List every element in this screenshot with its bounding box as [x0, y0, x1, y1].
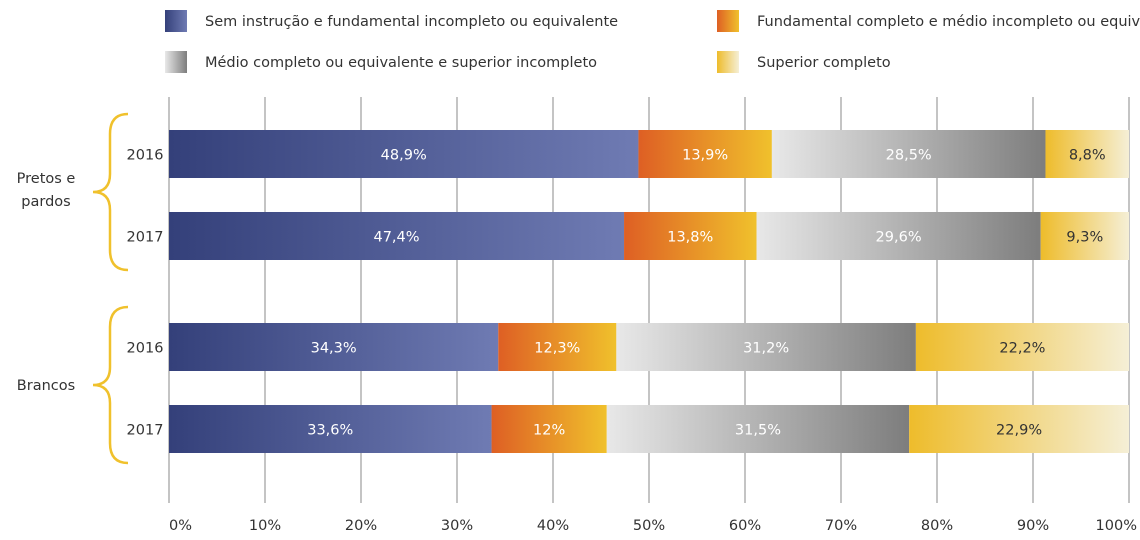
year-label: 2016 — [127, 341, 164, 357]
legend-swatch — [165, 51, 187, 73]
bar-value-label: 8,8% — [1069, 148, 1106, 164]
x-tick-label: 0% — [169, 518, 192, 534]
bar-value-label: 48,9% — [381, 148, 427, 164]
bar-segment — [756, 212, 1041, 260]
year-label: 2017 — [127, 423, 164, 439]
bar-segment — [606, 405, 910, 453]
legend-label: Fundamental completo e médio incompleto … — [757, 14, 1140, 30]
legend-label: Superior completo — [757, 55, 891, 71]
bar-segment — [638, 130, 772, 178]
x-tick-label: 90% — [1017, 518, 1049, 534]
legend-swatch — [165, 10, 187, 32]
bar-segment — [616, 323, 916, 371]
group-label: Brancos — [17, 378, 75, 394]
bars: 48,9% 13,9% 28,5% 8,8% 47,4% 13,8% 29,6% 9,3% 34… — [169, 130, 1129, 453]
bar-segment — [1045, 130, 1129, 178]
group-label: pardos — [21, 194, 70, 210]
bar-segment — [624, 212, 757, 260]
bar-segment — [915, 323, 1129, 371]
bar-value-label: 34,3% — [311, 341, 357, 357]
group-label: Pretos e — [17, 171, 76, 187]
legend: Sem instrução e fundamental incompleto o… — [165, 10, 1140, 73]
legend-swatch — [717, 51, 739, 73]
x-tick-label: 20% — [345, 518, 377, 534]
bar-segment — [909, 405, 1129, 453]
bar-value-label: 31,5% — [735, 423, 781, 439]
group-bracket — [92, 305, 129, 465]
year-label: 2016 — [127, 148, 164, 164]
x-tick-label: 60% — [729, 518, 761, 534]
x-tick-label: 100% — [1096, 518, 1137, 534]
bar-value-label: 12% — [533, 423, 565, 439]
bar-segment — [1040, 212, 1129, 260]
bar-segment — [169, 130, 639, 178]
bar-value-label: 13,9% — [682, 148, 728, 164]
bar-value-label: 22,9% — [996, 423, 1042, 439]
bar-value-label: 12,3% — [534, 341, 580, 357]
x-tick-label: 40% — [537, 518, 569, 534]
y-axis-labels: 2016 2017 Pretos e pardos 2016 2017 Brancos — [17, 112, 164, 465]
bar-value-label: 28,5% — [886, 148, 932, 164]
bar-value-label: 31,2% — [743, 341, 789, 357]
bar-value-label: 22,2% — [999, 341, 1045, 357]
x-tick-label: 50% — [633, 518, 665, 534]
bar-segment — [169, 405, 492, 453]
bar-segment — [169, 212, 625, 260]
bar-segment — [771, 130, 1046, 178]
legend-swatch — [717, 10, 739, 32]
bar-segment — [169, 323, 499, 371]
year-label: 2017 — [127, 230, 164, 246]
bar-value-label: 29,6% — [876, 230, 922, 246]
x-tick-label: 80% — [921, 518, 953, 534]
x-tick-label: 10% — [249, 518, 281, 534]
x-axis-labels: 0% 10% 20% 30% 40% 50% 60% 70% 80% 90% 100% — [169, 518, 1137, 534]
bar-value-label: 47,4% — [373, 230, 419, 246]
bar-value-label: 33,6% — [307, 423, 353, 439]
bar-value-label: 13,8% — [667, 230, 713, 246]
group-bracket — [92, 112, 129, 272]
x-tick-label: 30% — [441, 518, 473, 534]
legend-label: Médio completo ou equivalente e superior… — [205, 55, 597, 71]
legend-label: Sem instrução e fundamental incompleto o… — [205, 14, 618, 30]
bar-segment — [498, 323, 617, 371]
bar-segment — [491, 405, 607, 453]
bar-value-label: 9,3% — [1066, 230, 1103, 246]
x-tick-label: 70% — [825, 518, 857, 534]
